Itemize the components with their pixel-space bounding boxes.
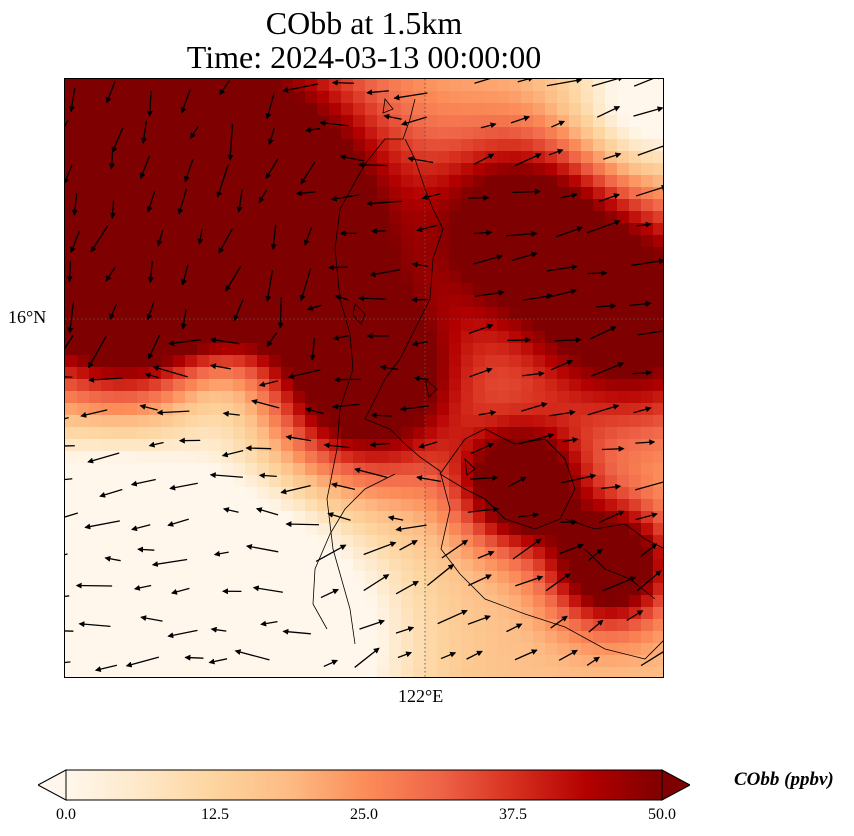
colorbar-ramp (65, 769, 663, 801)
coastline-luzon-east (364, 138, 663, 660)
coastline-luzon-west (326, 98, 416, 645)
colorbar-tick-label: 0.0 (56, 806, 76, 823)
colorbar-tick-label: 12.5 (201, 806, 229, 823)
coastline-islands-east (564, 518, 663, 600)
colorbar-tick-label: 25.0 (350, 806, 378, 823)
coastlines (312, 98, 663, 660)
colorbar-max-extension (661, 769, 690, 801)
colorbar-min-extension (38, 769, 67, 801)
title-line-2: Time: 2024-03-13 00:00:00 (186, 39, 542, 75)
cobb-concentration-field (65, 79, 663, 677)
map-title: CObb at 1.5km Time: 2024-03-13 00:00:00 (64, 6, 664, 74)
coastline-islets (352, 98, 476, 476)
coastline-mindoro (312, 473, 396, 630)
map-canvas (65, 79, 663, 677)
colorbar-label: CObb (ppbv) (734, 769, 834, 790)
title-line-1: CObb at 1.5km (265, 5, 463, 41)
coastline-bicol (439, 428, 576, 530)
colorbar (38, 769, 690, 801)
colorbar-tick-label: 37.5 (499, 806, 527, 823)
map-panel (64, 78, 664, 678)
latitude-tick-label: 16°N (8, 307, 47, 327)
colorbar-tick-label: 50.0 (648, 806, 676, 823)
longitude-tick-label: 122°E (398, 686, 444, 706)
wind-vectors (65, 79, 663, 673)
